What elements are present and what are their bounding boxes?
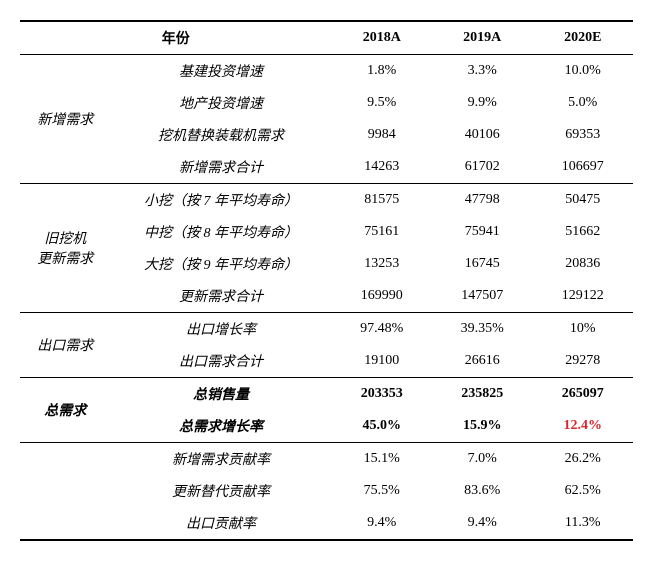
table-row: 出口需求合计191002661629278 bbox=[20, 345, 633, 378]
cell-value: 129122 bbox=[532, 280, 633, 313]
cell-value: 69353 bbox=[532, 119, 633, 151]
row-label: 出口贡献率 bbox=[110, 507, 331, 540]
cell-value: 106697 bbox=[532, 151, 633, 184]
cell-value: 20836 bbox=[532, 248, 633, 280]
table-row: 大挖（按 9 年平均寿命）132531674520836 bbox=[20, 248, 633, 280]
cell-value: 51662 bbox=[532, 216, 633, 248]
row-label: 基建投资增速 bbox=[110, 55, 331, 88]
cell-value: 75941 bbox=[432, 216, 532, 248]
cell-value: 62.5% bbox=[532, 475, 633, 507]
header-year: 年份 bbox=[20, 21, 332, 55]
cell-value: 10.0% bbox=[532, 55, 633, 88]
cell-value: 235825 bbox=[432, 378, 532, 411]
cell-value: 45.0% bbox=[332, 410, 432, 443]
cell-value: 97.48% bbox=[332, 313, 432, 346]
cell-value: 75.5% bbox=[332, 475, 432, 507]
cell-value: 9.4% bbox=[332, 507, 432, 540]
row-label: 更新需求合计 bbox=[110, 280, 331, 313]
header-col-2: 2020E bbox=[532, 21, 633, 55]
table-row: 地产投资增速9.5%9.9%5.0% bbox=[20, 87, 633, 119]
cell-value: 11.3% bbox=[532, 507, 633, 540]
cell-value: 147507 bbox=[432, 280, 532, 313]
row-label: 更新替代贡献率 bbox=[110, 475, 331, 507]
row-group-label: 出口需求 bbox=[20, 313, 110, 378]
cell-value: 10% bbox=[532, 313, 633, 346]
row-group-label: 旧挖机更新需求 bbox=[20, 184, 110, 313]
cell-value: 3.3% bbox=[432, 55, 532, 88]
cell-value: 9.9% bbox=[432, 87, 532, 119]
cell-value: 61702 bbox=[432, 151, 532, 184]
cell-value: 265097 bbox=[532, 378, 633, 411]
cell-value: 16745 bbox=[432, 248, 532, 280]
row-group-label bbox=[20, 443, 110, 541]
row-group-label: 总需求 bbox=[20, 378, 110, 443]
row-label: 中挖（按 8 年平均寿命） bbox=[110, 216, 331, 248]
cell-value: 169990 bbox=[332, 280, 432, 313]
table-row: 新增需求贡献率15.1%7.0%26.2% bbox=[20, 443, 633, 476]
row-label: 新增需求贡献率 bbox=[110, 443, 331, 476]
cell-value: 15.9% bbox=[432, 410, 532, 443]
cell-value: 9.5% bbox=[332, 87, 432, 119]
demand-table: 年份 2018A 2019A 2020E 新增需求基建投资增速1.8%3.3%1… bbox=[20, 20, 633, 541]
cell-value: 39.35% bbox=[432, 313, 532, 346]
cell-value: 14263 bbox=[332, 151, 432, 184]
table-row: 出口贡献率9.4%9.4%11.3% bbox=[20, 507, 633, 540]
row-group-label: 新增需求 bbox=[20, 55, 110, 184]
cell-value: 19100 bbox=[332, 345, 432, 378]
cell-value: 29278 bbox=[532, 345, 633, 378]
table-row: 旧挖机更新需求小挖（按 7 年平均寿命）815754779850475 bbox=[20, 184, 633, 217]
cell-value: 7.0% bbox=[432, 443, 532, 476]
row-label: 出口需求合计 bbox=[110, 345, 331, 378]
cell-value: 26.2% bbox=[532, 443, 633, 476]
cell-value: 9984 bbox=[332, 119, 432, 151]
row-label: 挖机替换装载机需求 bbox=[110, 119, 331, 151]
table-row: 新增需求基建投资增速1.8%3.3%10.0% bbox=[20, 55, 633, 88]
table-row: 更新替代贡献率75.5%83.6%62.5% bbox=[20, 475, 633, 507]
row-label: 地产投资增速 bbox=[110, 87, 331, 119]
row-label: 小挖（按 7 年平均寿命） bbox=[110, 184, 331, 217]
header-col-0: 2018A bbox=[332, 21, 432, 55]
table-row: 出口需求出口增长率97.48%39.35%10% bbox=[20, 313, 633, 346]
cell-value: 26616 bbox=[432, 345, 532, 378]
row-label: 新增需求合计 bbox=[110, 151, 331, 184]
header-col-1: 2019A bbox=[432, 21, 532, 55]
cell-value: 1.8% bbox=[332, 55, 432, 88]
cell-value: 40106 bbox=[432, 119, 532, 151]
row-label: 总需求增长率 bbox=[110, 410, 331, 443]
cell-value: 81575 bbox=[332, 184, 432, 217]
table-row: 中挖（按 8 年平均寿命）751617594151662 bbox=[20, 216, 633, 248]
cell-value: 47798 bbox=[432, 184, 532, 217]
table-row: 总需求增长率45.0%15.9%12.4% bbox=[20, 410, 633, 443]
table-row: 挖机替换装载机需求99844010669353 bbox=[20, 119, 633, 151]
table-row: 新增需求合计1426361702106697 bbox=[20, 151, 633, 184]
cell-value: 50475 bbox=[532, 184, 633, 217]
cell-value: 9.4% bbox=[432, 507, 532, 540]
row-label: 总销售量 bbox=[110, 378, 331, 411]
row-label: 出口增长率 bbox=[110, 313, 331, 346]
table-row: 总需求总销售量203353235825265097 bbox=[20, 378, 633, 411]
cell-value: 12.4% bbox=[532, 410, 633, 443]
cell-value: 83.6% bbox=[432, 475, 532, 507]
table-header-row: 年份 2018A 2019A 2020E bbox=[20, 21, 633, 55]
cell-value: 13253 bbox=[332, 248, 432, 280]
cell-value: 203353 bbox=[332, 378, 432, 411]
row-label: 大挖（按 9 年平均寿命） bbox=[110, 248, 331, 280]
table-row: 更新需求合计169990147507129122 bbox=[20, 280, 633, 313]
cell-value: 75161 bbox=[332, 216, 432, 248]
cell-value: 15.1% bbox=[332, 443, 432, 476]
cell-value: 5.0% bbox=[532, 87, 633, 119]
